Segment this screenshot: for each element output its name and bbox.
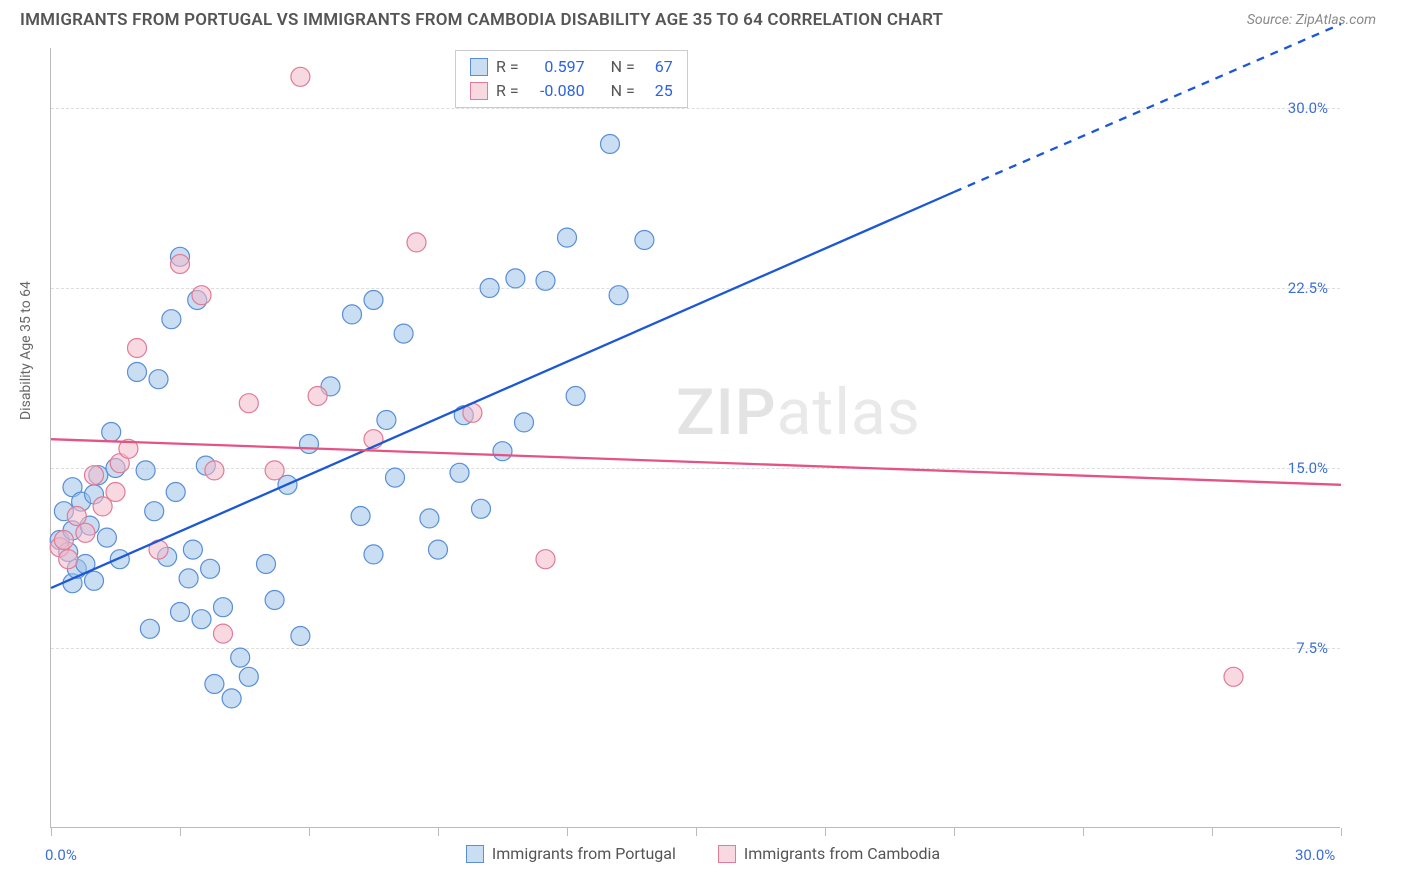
swatch-icon: [470, 82, 488, 100]
legend-item-cambodia: Immigrants from Cambodia: [718, 844, 940, 863]
x-tick: [438, 828, 439, 836]
chart-header: IMMIGRANTS FROM PORTUGAL VS IMMIGRANTS F…: [0, 0, 1406, 38]
legend-item-portugal: Immigrants from Portugal: [466, 844, 676, 863]
n-value: 67: [643, 55, 673, 79]
x-tick: [309, 828, 310, 836]
r-value: -0.080: [527, 79, 585, 103]
r-label: R =: [496, 79, 519, 103]
chart-plot-area: ZIPatlas 7.5%15.0%22.5%30.0%: [50, 48, 1340, 828]
x-tick: [51, 828, 52, 836]
scatter-svg: [51, 48, 1340, 827]
x-tick: [1341, 828, 1342, 836]
n-value: 25: [643, 79, 673, 103]
y-tick-label: 15.0%: [1288, 459, 1328, 477]
y-axis-label: Disability Age 35 to 64: [18, 281, 34, 420]
x-tick: [1212, 828, 1213, 836]
r-label: R =: [496, 55, 519, 79]
n-label: N =: [611, 55, 635, 79]
x-tick: [180, 828, 181, 836]
y-tick-label: 22.5%: [1288, 279, 1328, 297]
legend-row-portugal: R = 0.597 N = 67: [470, 55, 673, 79]
chart-source: Source: ZipAtlas.com: [1247, 12, 1376, 28]
x-tick: [825, 828, 826, 836]
r-value: 0.597: [527, 55, 585, 79]
x-tick: [954, 828, 955, 836]
y-tick-label: 30.0%: [1288, 99, 1328, 117]
n-label: N =: [611, 79, 635, 103]
swatch-icon: [466, 845, 484, 863]
legend-label: Immigrants from Cambodia: [744, 844, 940, 863]
x-tick: [567, 828, 568, 836]
series-legend: Immigrants from Portugal Immigrants from…: [0, 844, 1406, 863]
correlation-legend: R = 0.597 N = 67 R = -0.080 N = 25: [455, 50, 688, 108]
chart-title: IMMIGRANTS FROM PORTUGAL VS IMMIGRANTS F…: [20, 10, 943, 30]
x-tick: [696, 828, 697, 836]
x-tick: [1083, 828, 1084, 836]
swatch-icon: [470, 58, 488, 76]
legend-row-cambodia: R = -0.080 N = 25: [470, 79, 673, 103]
swatch-icon: [718, 845, 736, 863]
legend-label: Immigrants from Portugal: [492, 844, 676, 863]
y-tick-label: 7.5%: [1296, 639, 1328, 657]
